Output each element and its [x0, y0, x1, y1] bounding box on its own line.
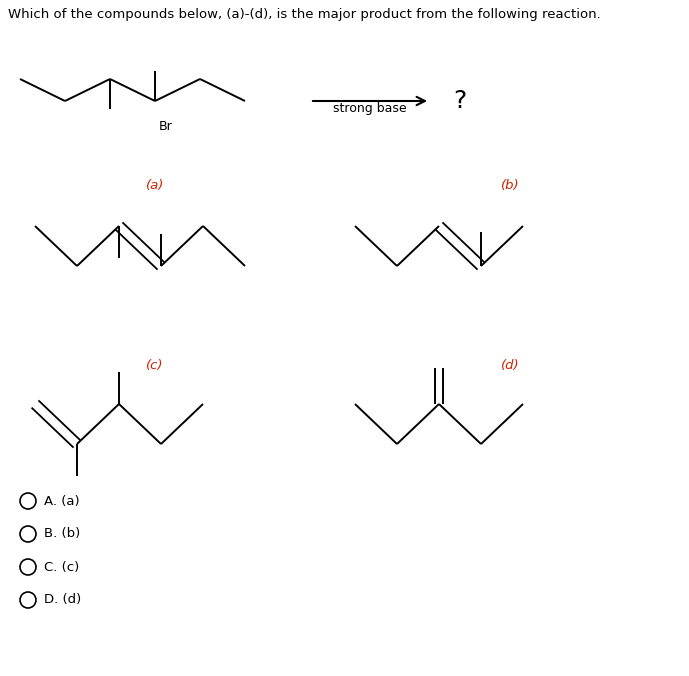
- Text: B. (b): B. (b): [44, 527, 80, 541]
- Text: C. (c): C. (c): [44, 560, 79, 573]
- Text: ?: ?: [453, 89, 466, 113]
- Text: (c): (c): [146, 360, 164, 372]
- Text: A. (a): A. (a): [44, 495, 80, 508]
- Text: (d): (d): [501, 360, 520, 372]
- Text: (b): (b): [501, 180, 520, 193]
- Text: D. (d): D. (d): [44, 594, 81, 606]
- Text: strong base: strong base: [333, 102, 407, 115]
- Text: Br: Br: [159, 120, 173, 133]
- Text: Which of the compounds below, (a)-(d), is the major product from the following r: Which of the compounds below, (a)-(d), i…: [8, 8, 601, 21]
- Text: (a): (a): [146, 180, 164, 193]
